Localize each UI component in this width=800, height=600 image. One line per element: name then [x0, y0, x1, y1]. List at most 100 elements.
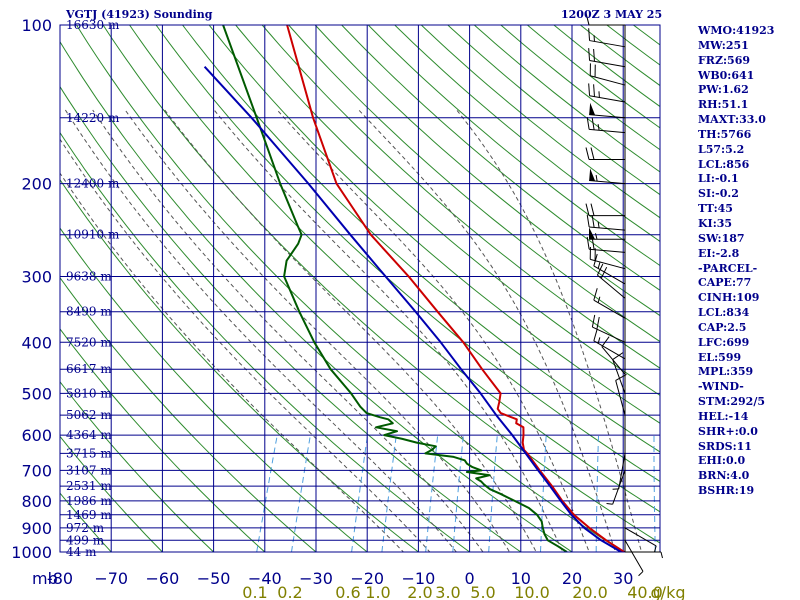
wind-half-feather [597, 337, 601, 344]
height-label: 12400 m [66, 177, 120, 191]
wind-feather [593, 84, 595, 97]
wind-barb [589, 128, 626, 134]
dry-adiabat [287, 25, 660, 343]
parcel-profile [203, 66, 622, 552]
mixing-ratio-label: 2.0 [407, 583, 432, 600]
wind-barb [589, 40, 626, 48]
moist-adiabat [358, 109, 616, 552]
wind-barb [593, 299, 626, 319]
wind-pennant [589, 102, 596, 116]
index-entry: CINH:109 [698, 291, 760, 305]
wind-feather [591, 237, 595, 250]
wind-barb [590, 258, 626, 270]
index-entry: LI:-0.1 [698, 172, 739, 186]
dry-adiabat [60, 381, 215, 552]
wind-barb [593, 265, 626, 285]
wind-half-feather [597, 124, 600, 131]
pressure-label: 200 [21, 175, 52, 194]
station-title: VGTJ (41923) Sounding [66, 8, 213, 21]
wind-feather [600, 266, 608, 279]
wind-half-feather [597, 221, 600, 228]
wind-barb [589, 248, 626, 253]
dry-adiabat [155, 25, 660, 483]
height-label: 2531 m [66, 479, 112, 493]
index-entry: FRZ:569 [698, 53, 751, 67]
index-entry: BRN:4.0 [698, 469, 750, 483]
sounding-datetime: 1200Z 3 MAY 25 [561, 8, 663, 21]
wind-feather [601, 336, 610, 347]
wind-feather [586, 236, 590, 250]
dry-adiabat [367, 25, 660, 267]
index-entry: -PARCEL- [698, 261, 758, 275]
wind-barb [593, 340, 626, 360]
index-entry: TH:5766 [698, 127, 752, 141]
pressure-label: 800 [21, 492, 52, 511]
wind-barb [618, 453, 626, 489]
height-label: 972 m [66, 521, 105, 535]
temperature-tick-label: 10 [511, 569, 531, 588]
wind-feather [591, 117, 595, 130]
height-label: 16630 m [66, 18, 120, 32]
height-label: 499 m [66, 533, 105, 547]
wind-barb [612, 359, 626, 394]
wind-feather [590, 147, 595, 160]
index-entry: WMO:41923 [698, 24, 775, 37]
temperature-tick-label: −40 [248, 569, 282, 588]
wind-feather [586, 214, 590, 228]
temperature-tick-label: −30 [299, 569, 333, 588]
wind-barb [624, 540, 644, 572]
mixing-ratio-label: 1.0 [365, 583, 390, 600]
temperature-tick-label: -80 [47, 569, 73, 588]
mixing-ratio-label: 20.0 [572, 583, 608, 600]
mixing-ratio-label: 0.2 [277, 583, 302, 600]
wind-barbs [585, 12, 663, 577]
height-label: 14220 m [66, 111, 120, 125]
mixing-ratio-line [351, 435, 368, 552]
dry-adiabat [102, 25, 660, 544]
wind-half-feather [653, 545, 657, 552]
dry-adiabat [526, 25, 660, 129]
dry-adiabat [314, 25, 660, 317]
height-label: 1469 m [66, 508, 112, 522]
height-label: 3107 m [66, 463, 112, 477]
height-label: 1986 m [66, 494, 112, 508]
index-entry: HEL:-14 [698, 409, 749, 423]
dry-adiabat [420, 25, 660, 219]
wind-pennant [589, 168, 596, 182]
mixing-ratio-label: 40.0 [627, 583, 663, 600]
index-entry: WB0:641 [698, 68, 755, 82]
mixing-ratio-line [653, 435, 656, 552]
index-entry: L57:5.2 [698, 142, 745, 156]
dry-adiabat [473, 25, 660, 173]
mixing-ratio-label: g/kg [651, 583, 686, 600]
indices-panel: WMO:41923 MW:251 FRZ:569 WB0:641 PW:1.62 RH:5… [698, 24, 798, 499]
height-label: 6617 m [66, 362, 112, 376]
wind-feather [588, 83, 591, 96]
wind-half-feather [606, 503, 613, 505]
wind-feather [612, 352, 624, 360]
temperature-tick-label: 30 [613, 569, 633, 588]
dewpoint-profile [222, 25, 568, 552]
mixing-ratio-label: 0.1 [242, 583, 267, 600]
wind-barb [612, 470, 626, 505]
index-entry: RH:51.1 [698, 98, 749, 112]
wind-feather [593, 288, 598, 301]
wind-half-feather [597, 262, 601, 269]
wind-barb [590, 75, 626, 86]
index-entry: CAP:2.5 [698, 320, 747, 334]
index-entry: EL:599 [698, 350, 742, 364]
wind-half-feather [595, 233, 598, 240]
mixing-ratio-line [291, 435, 311, 552]
wind-feather [585, 147, 590, 160]
height-label: 4364 m [66, 428, 112, 442]
height-label: 5810 m [66, 386, 112, 400]
dry-adiabat [60, 276, 317, 552]
wind-feather [593, 328, 598, 341]
wind-feather [590, 203, 595, 216]
index-entry: LCL:856 [698, 157, 750, 171]
adiabat-lines [60, 25, 660, 552]
moist-adiabat [164, 109, 537, 552]
wind-half-feather [597, 296, 601, 303]
index-entry: PW:1.62 [698, 83, 749, 97]
